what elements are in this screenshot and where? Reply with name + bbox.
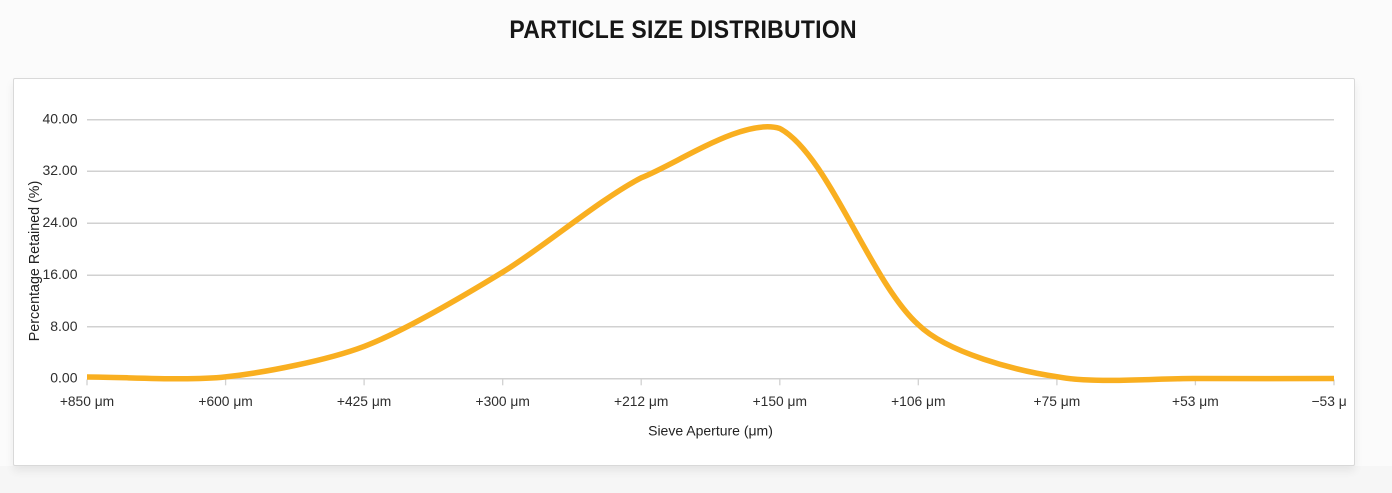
- svg-text:8.00: 8.00: [50, 318, 77, 334]
- svg-text:Percentage Retained (%): Percentage Retained (%): [27, 181, 43, 342]
- svg-text:40.00: 40.00: [42, 110, 77, 126]
- svg-text:Sieve Aperture (μm): Sieve Aperture (μm): [648, 423, 773, 439]
- svg-text:32.00: 32.00: [42, 162, 77, 178]
- svg-text:24.00: 24.00: [42, 214, 77, 230]
- svg-text:+106 μm: +106 μm: [891, 394, 945, 409]
- svg-text:−53 μ: −53 μ: [1312, 394, 1347, 409]
- svg-text:+600 μm: +600 μm: [198, 394, 252, 409]
- svg-text:+850 μm: +850 μm: [60, 394, 114, 409]
- svg-text:+212 μm: +212 μm: [614, 394, 668, 409]
- svg-text:16.00: 16.00: [42, 266, 77, 282]
- svg-text:+75 μm: +75 μm: [1034, 394, 1081, 409]
- svg-text:+300 μm: +300 μm: [476, 394, 530, 409]
- svg-text:+425 μm: +425 μm: [337, 394, 391, 409]
- svg-text:0.00: 0.00: [50, 370, 77, 386]
- svg-text:+150 μm: +150 μm: [753, 394, 807, 409]
- svg-text:+53 μm: +53 μm: [1172, 394, 1219, 409]
